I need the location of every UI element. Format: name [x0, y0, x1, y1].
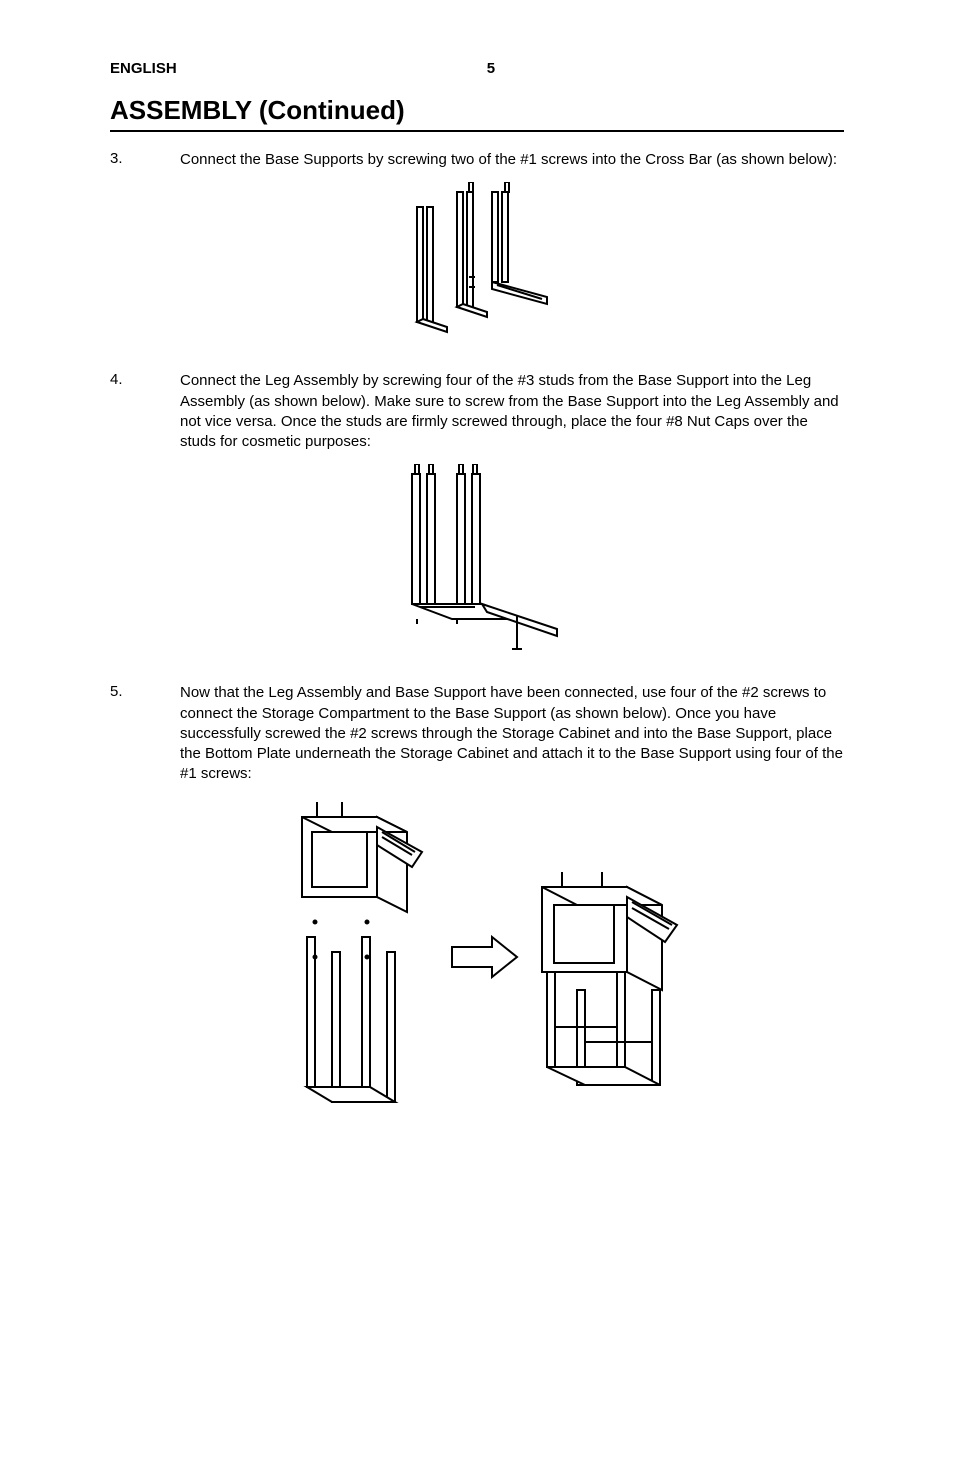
instruction-item: 5. Now that the Leg Assembly and Base Su… [110, 683, 844, 784]
base-supports-diagram-icon [397, 182, 557, 342]
figure-storage-compartment [110, 797, 844, 1142]
section-title: ASSEMBLY (Continued) [110, 95, 844, 126]
page-header: ENGLISH 5 [110, 60, 844, 77]
instruction-item: 3. Connect the Base Supports by screwing… [110, 150, 844, 170]
header-language: ENGLISH [110, 60, 177, 77]
item-text: Connect the Base Supports by screwing tw… [180, 150, 844, 170]
figure-base-supports [110, 182, 844, 347]
item-number: 3. [110, 150, 180, 170]
item-text: Now that the Leg Assembly and Base Suppo… [180, 683, 844, 784]
item-number: 4. [110, 371, 180, 452]
storage-compartment-diagram-icon [257, 797, 697, 1137]
item-text: Connect the Leg Assembly by screwing fou… [180, 371, 844, 452]
leg-assembly-diagram-icon [367, 464, 587, 654]
figure-leg-assembly [110, 464, 844, 659]
header-page-number: 5 [487, 60, 495, 77]
section-rule [110, 130, 844, 132]
item-number: 5. [110, 683, 180, 784]
instruction-item: 4. Connect the Leg Assembly by screwing … [110, 371, 844, 452]
